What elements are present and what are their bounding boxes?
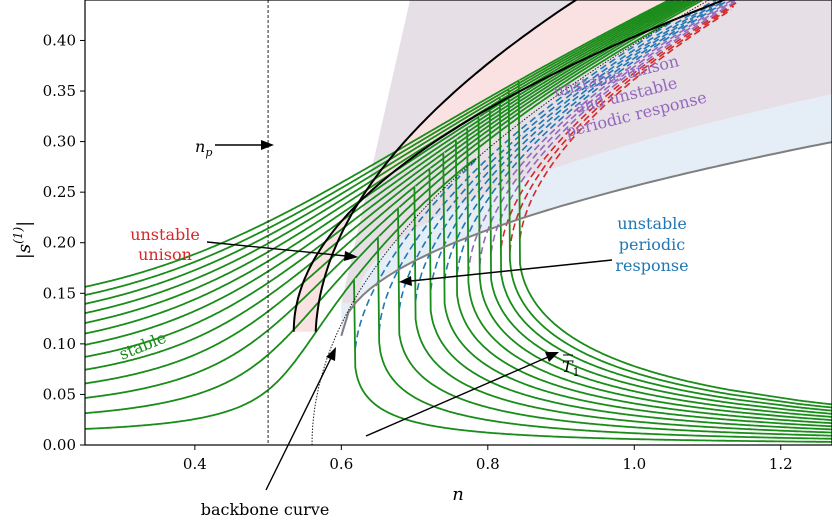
unstable-branch-9 — [490, 0, 740, 253]
unstable-branch-4 — [429, 0, 725, 291]
y-tick-label-6: 0.30 — [43, 133, 76, 151]
unstable-branch-12 — [519, 9, 732, 239]
x-tick-label-0: 0.4 — [183, 455, 207, 473]
arrow-unison — [206, 241, 347, 257]
annotation-t1-base: T — [562, 357, 574, 376]
stable-branch-5 — [85, 151, 832, 428]
unstable-branch-1 — [378, 20, 674, 331]
plot-area — [85, 0, 832, 445]
stable-branch-8 — [85, 115, 832, 418]
stable-upper-branch-1 — [378, 19, 674, 237]
stable-upper-branch-10 — [500, 0, 676, 98]
stable-branch-4 — [85, 166, 832, 431]
unstable-branch-5 — [443, 0, 728, 281]
stable-branches — [85, 0, 832, 443]
y-tick-label-8: 0.40 — [43, 31, 76, 49]
stable-upper-branch-4 — [430, 0, 696, 169]
unstable-branch-10 — [500, 2, 737, 248]
arrowhead-t1 — [545, 352, 559, 362]
stable-branch-11 — [85, 87, 832, 409]
x-tick-label-1: 0.6 — [329, 455, 353, 473]
unstable-branch-7 — [467, 0, 734, 274]
x-tick-label-4: 1.2 — [769, 455, 793, 473]
y-tick-label-0: 0.00 — [43, 436, 76, 454]
unstable-branch-11 — [509, 5, 735, 253]
arrowhead-unison — [344, 251, 358, 261]
stable-branch-0 — [85, 277, 832, 443]
arrow-t1 — [365, 356, 549, 437]
annotation-periodic-2: periodic — [619, 235, 685, 254]
stable-upper-branch-9 — [490, 0, 679, 107]
stable-upper-branch-7 — [467, 0, 686, 129]
stable-branch-10 — [85, 95, 832, 412]
annotation-unstable-unison-1: unstable — [130, 225, 200, 244]
arrow-backbone — [265, 357, 332, 491]
annotation-periodic-1: unstable — [617, 214, 687, 233]
stable-upper-branch-5 — [444, 0, 692, 154]
stable-branch-3 — [85, 185, 832, 434]
boundary-periodic — [340, 141, 832, 337]
x-axis-label: n — [452, 484, 464, 505]
unstable-branch-2 — [398, 0, 717, 310]
region-unstable-both — [341, 0, 832, 304]
annotation-stable: stable — [116, 328, 169, 364]
stable-branch-6 — [85, 138, 832, 425]
annotation-periodic-3: response — [615, 256, 688, 275]
annotation-t1-sub: 1 — [573, 366, 580, 379]
stable-upper-branch-3 — [415, 0, 699, 187]
y-tick-label-5: 0.25 — [43, 183, 76, 201]
unstable-branch-3 — [414, 0, 721, 302]
region-unstable-periodic — [341, 94, 832, 336]
y-axis-label-sup: (1) — [11, 227, 25, 244]
arrows — [206, 140, 613, 491]
annotation-np: np — [195, 137, 212, 159]
boundary-unison — [292, 0, 727, 332]
arrowhead-backbone — [326, 347, 336, 361]
annotation-np-sub: p — [205, 146, 212, 159]
stable-branch-1 — [85, 235, 832, 440]
y-axis-label: |s(1)| — [11, 221, 35, 259]
y-axis-ticks: 0.00 0.05 0.10 0.15 0.20 0.25 0.30 0.35 0.40 — [43, 31, 85, 454]
annotation-np-base: n — [195, 137, 205, 156]
stable-branch-2 — [85, 206, 832, 437]
annotation-backbone: backbone curve — [201, 500, 330, 519]
stable-upper-branch-12 — [519, 0, 669, 81]
y-tick-label-1: 0.05 — [43, 385, 76, 403]
y-tick-label-7: 0.35 — [43, 82, 76, 100]
y-tick-label-4: 0.20 — [43, 234, 76, 252]
annotation-unstable-unison-2: unison — [138, 245, 192, 264]
stable-upper-branch-11 — [509, 0, 673, 90]
arrowhead-periodic — [399, 276, 412, 286]
annotation-t1: T1 — [562, 357, 580, 379]
region-unstable-unison — [293, 0, 724, 332]
backbone-curve — [311, 0, 711, 445]
arrowhead-np — [261, 140, 274, 150]
y-tick-label-2: 0.10 — [43, 335, 76, 353]
x-axis-ticks: 0.4 0.6 0.8 1.0 1.2 — [183, 445, 793, 473]
arrow-periodic — [410, 259, 613, 282]
stable-branch-12 — [85, 79, 832, 406]
unstable-branch-6 — [456, 0, 731, 274]
x-tick-label-3: 1.0 — [622, 455, 646, 473]
y-tick-label-3: 0.15 — [43, 284, 76, 302]
x-tick-label-2: 0.8 — [476, 455, 500, 473]
unstable-branch-8 — [479, 0, 737, 266]
stable-branch-7 — [85, 126, 832, 421]
axes-frame — [84, 0, 832, 446]
